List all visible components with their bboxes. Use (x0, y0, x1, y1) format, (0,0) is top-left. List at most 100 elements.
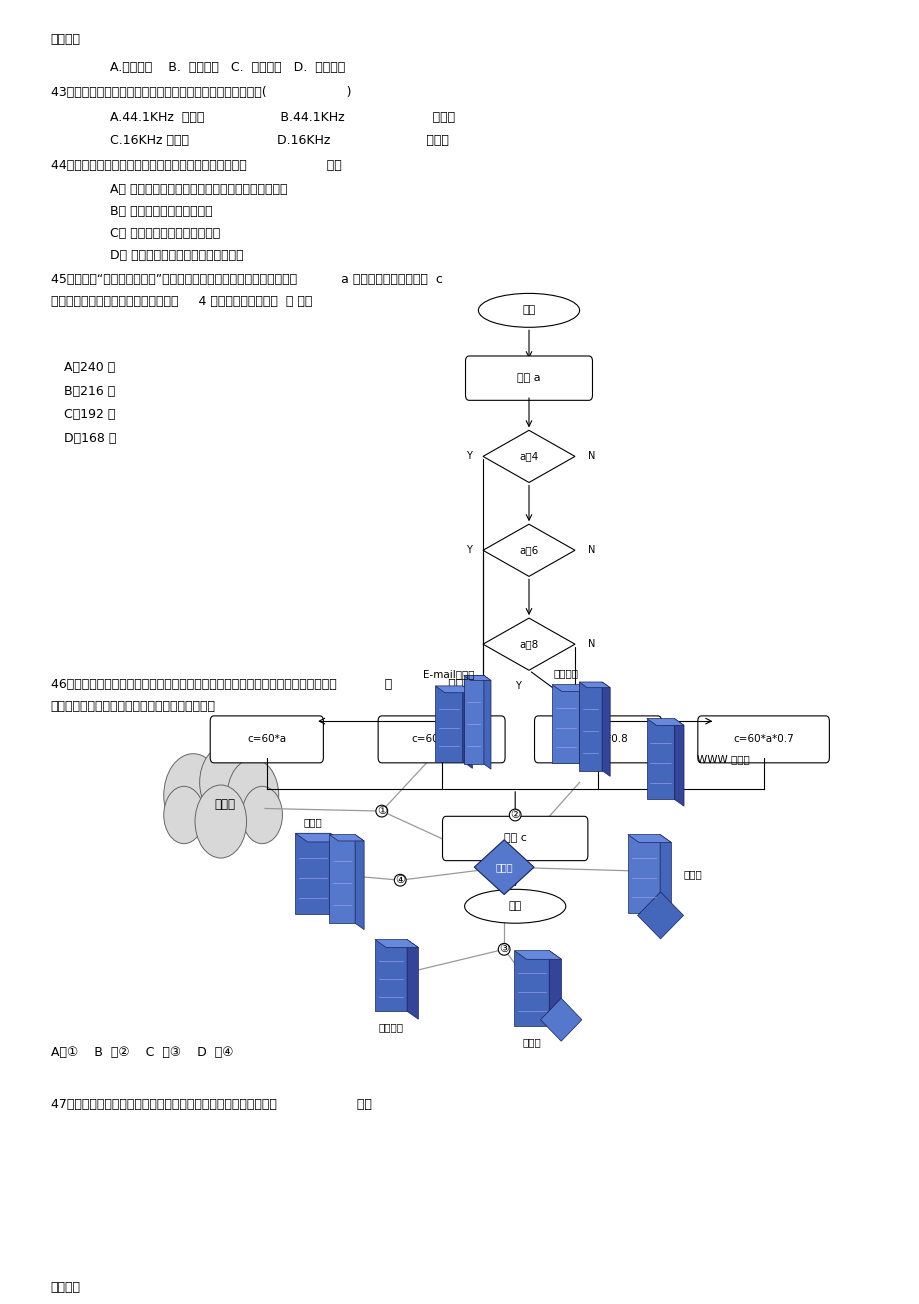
Text: a＜6: a＜6 (519, 545, 538, 556)
Text: 45．某超市“羽毛球优惠活动”计费程序的流程图如下图所示。流程图中           a 表示购买数量（筒），  c: 45．某超市“羽毛球优惠活动”计费程序的流程图如下图所示。流程图中 a 表示购买… (51, 273, 442, 286)
Text: 学生宿舍: 学生宿舍 (552, 668, 578, 678)
Text: N: N (587, 451, 595, 462)
Polygon shape (551, 685, 588, 691)
Polygon shape (483, 675, 491, 769)
Text: D． 网络是虚拟空间可以不受法律约束: D． 网络是虚拟空间可以不受法律约束 (110, 249, 244, 262)
Text: A．①    B  ．②    C  ．③    D  ．④: A．① B ．② C ．③ D ．④ (51, 1046, 233, 1059)
Text: 结束: 结束 (508, 901, 521, 911)
Circle shape (242, 786, 282, 844)
Text: 输出 c: 输出 c (504, 833, 526, 844)
Text: ②: ② (510, 810, 519, 820)
Ellipse shape (464, 889, 565, 923)
Polygon shape (579, 685, 588, 769)
Polygon shape (463, 675, 491, 681)
Text: 精品文档: 精品文档 (51, 33, 81, 46)
Circle shape (164, 754, 222, 837)
FancyBboxPatch shape (329, 835, 355, 923)
Polygon shape (295, 833, 342, 842)
Polygon shape (375, 939, 418, 948)
Text: 教学楼: 教学楼 (522, 1037, 540, 1047)
Text: D．168 元: D．168 元 (64, 432, 117, 445)
Polygon shape (329, 835, 364, 841)
FancyBboxPatch shape (534, 716, 661, 763)
Polygon shape (674, 719, 684, 806)
Circle shape (164, 786, 204, 844)
Text: ④: ④ (395, 875, 404, 885)
Polygon shape (601, 682, 609, 776)
FancyBboxPatch shape (295, 833, 330, 914)
Text: c=60*a*0.8: c=60*a*0.8 (567, 734, 628, 745)
FancyBboxPatch shape (375, 939, 407, 1012)
Text: B． 不制作不传播计算机病毒: B． 不制作不传播计算机病毒 (110, 205, 213, 218)
Text: 44．下列关于遵守网络道德规范的叙述中，不正确的是（                    ）。: 44．下列关于遵守网络道德规范的叙述中，不正确的是（ ）。 (51, 159, 341, 172)
FancyBboxPatch shape (465, 356, 592, 400)
Text: B．216 元: B．216 元 (64, 385, 116, 398)
Text: 开始: 开始 (522, 305, 535, 316)
Text: ③: ③ (499, 944, 508, 955)
Polygon shape (482, 618, 574, 670)
Text: c=60*a*0.7: c=60*a*0.7 (732, 734, 793, 745)
Polygon shape (540, 999, 581, 1041)
FancyBboxPatch shape (378, 716, 505, 763)
Ellipse shape (478, 293, 579, 327)
FancyBboxPatch shape (210, 716, 323, 763)
Text: 置（拓扑图示意，不代表物理位置）安装防火墙。: 置（拓扑图示意，不代表物理位置）安装防火墙。 (51, 700, 215, 713)
Polygon shape (627, 835, 671, 842)
Polygon shape (474, 840, 533, 895)
Circle shape (227, 759, 278, 832)
Text: c=60*a*0.9: c=60*a*0.9 (411, 734, 471, 745)
Polygon shape (637, 892, 683, 939)
Text: ①: ① (377, 806, 386, 816)
Text: A.44.1KHz  单声道                   B.44.1KHz                      双声道: A.44.1KHz 单声道 B.44.1KHz 双声道 (110, 111, 455, 124)
Text: 46．为了防止来自外网的网络攻击，应该在下图所示的某中学校园网拓扑图中标识为            （              ）的位: 46．为了防止来自外网的网络攻击，应该在下图所示的某中学校园网拓扑图中标识为 （… (51, 678, 470, 691)
FancyBboxPatch shape (514, 951, 549, 1026)
Text: C．192 元: C．192 元 (64, 408, 116, 421)
FancyBboxPatch shape (627, 835, 660, 913)
Polygon shape (646, 719, 684, 725)
Text: N: N (587, 545, 595, 556)
Text: 表示付费金额（元）。若顾客一次购买     4 筒羽毛球，则需付费  （ ）。: 表示付费金额（元）。若顾客一次购买 4 筒羽毛球，则需付费 （ ）。 (51, 295, 312, 308)
Polygon shape (659, 835, 671, 921)
FancyBboxPatch shape (435, 686, 462, 762)
Text: 因特网: 因特网 (215, 798, 235, 811)
Text: a＜8: a＜8 (519, 639, 538, 649)
Text: 综合楼: 综合楼 (494, 862, 513, 872)
Text: 学生机房: 学生机房 (378, 1022, 403, 1031)
Text: a＜4: a＜4 (519, 451, 538, 462)
FancyBboxPatch shape (579, 682, 602, 771)
Polygon shape (330, 833, 342, 923)
Polygon shape (549, 951, 561, 1035)
Text: 行政楼: 行政楼 (303, 816, 322, 827)
Text: 实验楼: 实验楼 (682, 868, 701, 879)
Text: C． 不做危害网络信息安全的事: C． 不做危害网络信息安全的事 (110, 227, 221, 240)
FancyBboxPatch shape (646, 719, 674, 799)
Text: A.输出设备    B.  存储设备   C.  输入设备   D.  特殊设备: A.输出设备 B. 存储设备 C. 输入设备 D. 特殊设备 (110, 61, 346, 74)
Polygon shape (462, 686, 472, 768)
Polygon shape (355, 835, 364, 930)
Text: 精品文档: 精品文档 (51, 1281, 81, 1294)
FancyBboxPatch shape (463, 675, 483, 764)
Text: A．240 元: A．240 元 (64, 361, 116, 374)
FancyBboxPatch shape (551, 685, 579, 763)
FancyBboxPatch shape (442, 816, 587, 861)
Text: A． 使用网络应该遵守《全国青少年网络文明公约》: A． 使用网络应该遵守《全国青少年网络文明公约》 (110, 183, 288, 196)
Text: Y: Y (466, 451, 471, 462)
Polygon shape (514, 951, 561, 960)
FancyBboxPatch shape (697, 716, 829, 763)
Text: N: N (587, 639, 595, 649)
Polygon shape (435, 686, 472, 692)
Polygon shape (407, 939, 418, 1020)
Polygon shape (579, 682, 609, 687)
Text: 输入 a: 输入 a (516, 373, 540, 383)
Text: c=60*a: c=60*a (247, 734, 286, 745)
Polygon shape (482, 430, 574, 482)
Polygon shape (482, 524, 574, 576)
Circle shape (195, 785, 246, 858)
Text: Y: Y (515, 681, 520, 691)
Circle shape (199, 746, 251, 819)
Text: Y: Y (466, 545, 471, 556)
Text: 43．以下有关声音的采样和量化指标中，哪项声音效果最好？(                    ): 43．以下有关声音的采样和量化指标中，哪项声音效果最好？( ) (51, 86, 351, 99)
Text: C.16KHz 单声道                      D.16KHz                        双声道: C.16KHz 单声道 D.16KHz 双声道 (110, 134, 448, 147)
Text: WWW 服务器: WWW 服务器 (697, 754, 749, 764)
Text: 47．两款智能手表的相关参数如下图所示。下列说法不正确的是（                    ）。: 47．两款智能手表的相关参数如下图所示。下列说法不正确的是（ ）。 (51, 1098, 371, 1111)
